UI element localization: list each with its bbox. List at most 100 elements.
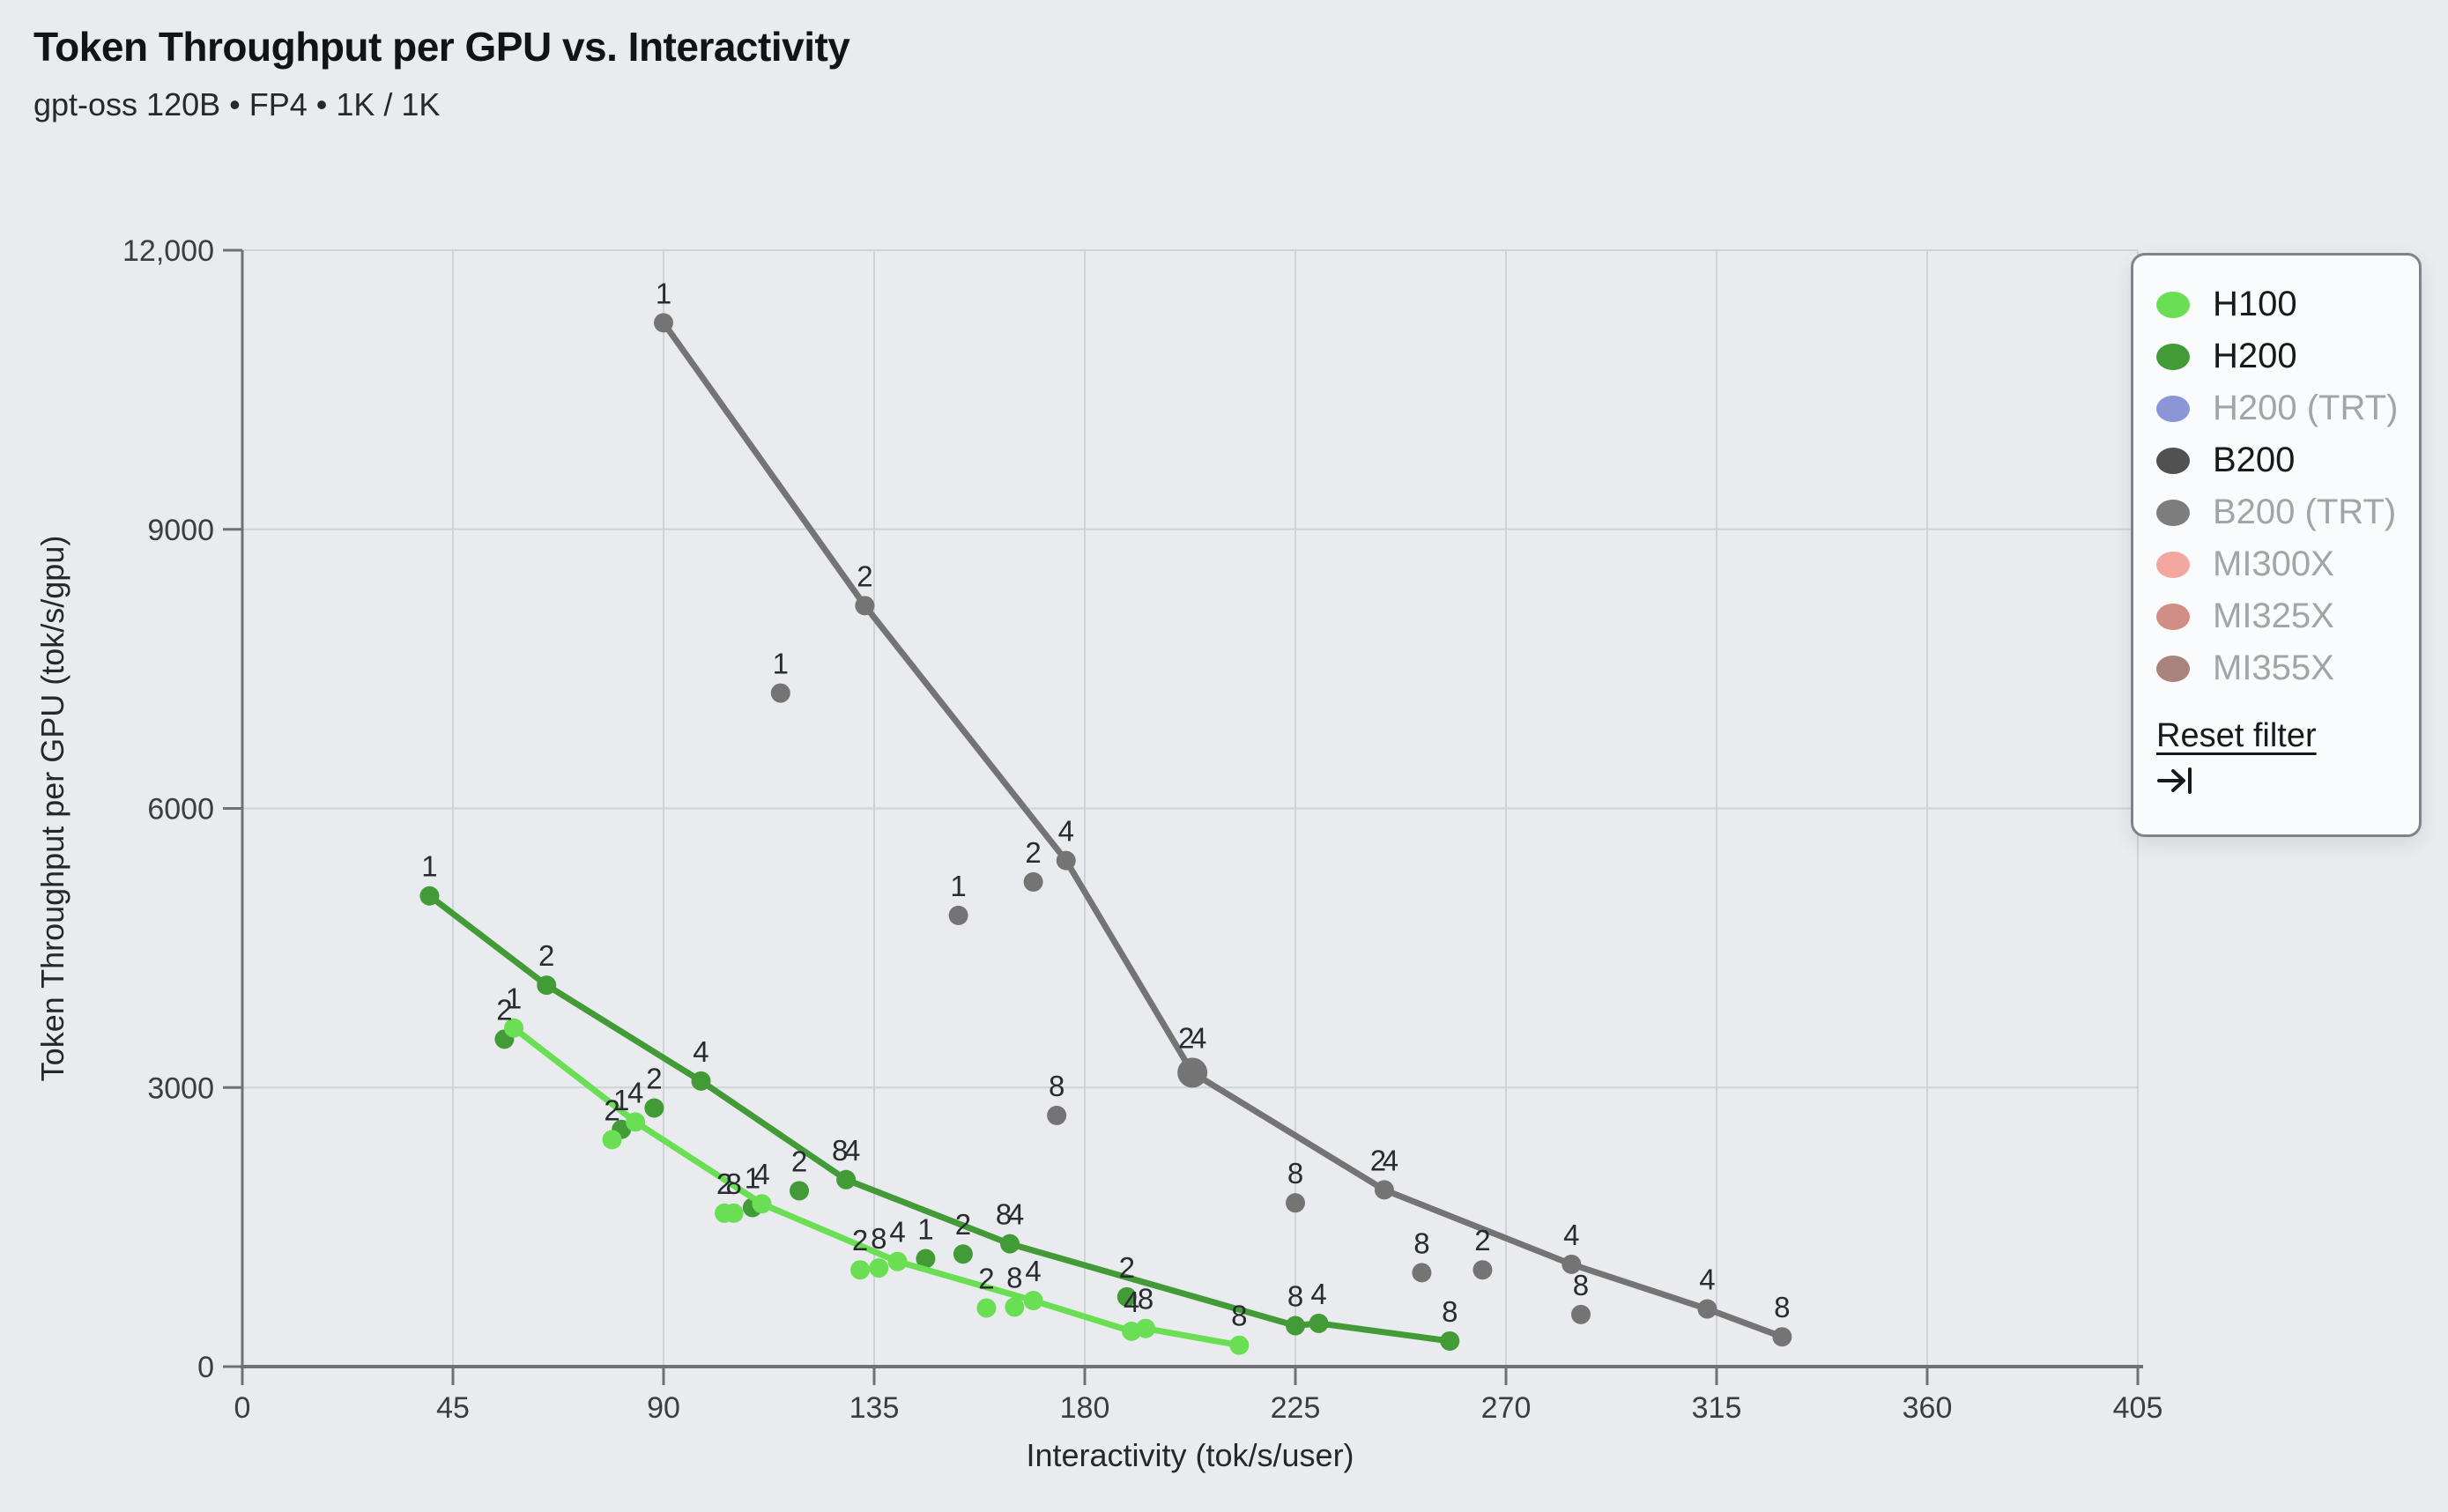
legend-item-mi355x[interactable]: MI355X (2156, 642, 2419, 694)
point-label: 1 (773, 648, 789, 680)
data-point[interactable] (691, 1071, 711, 1091)
legend-item-label: H100 (2213, 285, 2297, 323)
point-label: 1 (506, 982, 522, 1015)
svg-text:12,000: 12,000 (122, 234, 214, 268)
svg-text:225: 225 (1271, 1391, 1321, 1425)
legend-item-h100[interactable]: H100 (2156, 278, 2419, 330)
data-point[interactable] (1412, 1263, 1432, 1283)
legend-swatch-icon (2156, 447, 2190, 474)
data-point[interactable] (887, 1251, 908, 1271)
data-point[interactable] (1047, 1105, 1067, 1125)
svg-text:6000: 6000 (147, 793, 214, 826)
series-h100 (504, 1018, 1250, 1355)
data-point[interactable] (976, 1298, 997, 1318)
point-label: 8 (1049, 1070, 1065, 1102)
legend-item-label: H200 (TRT) (2213, 389, 2399, 427)
data-point[interactable] (1286, 1193, 1305, 1213)
data-point[interactable] (1005, 1297, 1025, 1317)
point-label: 2 (646, 1062, 662, 1094)
data-point[interactable] (1309, 1313, 1329, 1333)
data-point[interactable] (1023, 1291, 1043, 1311)
svg-text:9000: 9000 (147, 514, 214, 547)
data-point[interactable] (770, 683, 790, 703)
data-point[interactable] (419, 886, 440, 906)
data-point[interactable] (850, 1260, 871, 1280)
data-point[interactable] (654, 313, 673, 333)
point-label: 8 (832, 1134, 848, 1167)
data-point[interactable] (1374, 1180, 1394, 1200)
data-point[interactable] (1286, 1316, 1305, 1336)
data-point[interactable] (1697, 1299, 1717, 1319)
data-point[interactable] (948, 905, 968, 925)
legend-item-label: H200 (2213, 337, 2297, 375)
point-label: 2 (791, 1145, 807, 1177)
point-label: 8 (1413, 1227, 1429, 1259)
point-label: 4 (1563, 1219, 1579, 1251)
data-point[interactable] (1473, 1260, 1493, 1280)
data-point[interactable] (855, 596, 875, 616)
legend-swatch-icon (2156, 499, 2190, 526)
legend-item-h200[interactable]: H200 (2156, 330, 2419, 382)
legend-item-mi300x[interactable]: MI300X (2156, 538, 2419, 590)
point-label: 4 (1058, 815, 1074, 848)
point-label: 4 (1008, 1198, 1024, 1231)
point-label: 8 (725, 1167, 741, 1200)
legend-swatch-icon (2156, 291, 2190, 318)
data-point[interactable] (1562, 1254, 1582, 1274)
legend-swatch-icon (2156, 603, 2190, 630)
data-point[interactable] (1116, 1286, 1137, 1307)
data-point[interactable] (916, 1249, 936, 1269)
svg-text:45: 45 (436, 1391, 470, 1425)
legend-item-label: MI325X (2213, 597, 2334, 635)
data-point[interactable] (626, 1112, 646, 1132)
data-point[interactable] (1772, 1327, 1792, 1347)
point-label: 2 (1370, 1144, 1386, 1176)
reset-filter-icon[interactable] (2156, 764, 2197, 797)
point-label: 2 (1178, 1021, 1194, 1054)
svg-text:0: 0 (197, 1351, 214, 1384)
point-label: 4 (844, 1134, 860, 1167)
point-label: 8 (1287, 1280, 1303, 1313)
data-point[interactable] (1056, 850, 1076, 871)
legend-item-b200[interactable]: B200 (2156, 434, 2419, 486)
point-label: 1 (745, 1161, 760, 1194)
data-point[interactable] (1570, 1304, 1591, 1324)
point-label: 4 (1025, 1255, 1041, 1287)
data-point[interactable] (1229, 1335, 1250, 1355)
point-label: 1 (950, 870, 966, 902)
data-point[interactable] (504, 1018, 524, 1038)
point-label: 8 (871, 1222, 886, 1255)
x-axis-title: Interactivity (tok/s/user) (1026, 1437, 1354, 1473)
data-point[interactable] (537, 975, 557, 996)
point-label: 2 (1474, 1224, 1490, 1256)
data-point[interactable] (1177, 1057, 1208, 1088)
legend-item-h200-trt[interactable]: H200 (TRT) (2156, 382, 2419, 434)
legend-item-b200-trt[interactable]: B200 (TRT) (2156, 486, 2419, 538)
data-point[interactable] (953, 1244, 973, 1264)
page-subtitle: gpt-oss 120B • FP4 • 1K / 1K (33, 86, 441, 122)
data-point[interactable] (1136, 1318, 1156, 1338)
data-point[interactable] (602, 1130, 622, 1150)
point-label: 4 (1699, 1264, 1715, 1296)
data-point[interactable] (836, 1169, 857, 1190)
point-label: 4 (693, 1035, 708, 1068)
point-label: 2 (604, 1093, 619, 1126)
legend-swatch-icon (2156, 655, 2190, 682)
data-point[interactable] (869, 1258, 889, 1279)
reset-filter-link[interactable]: Reset filter (2156, 717, 2317, 754)
point-label: 4 (1310, 1278, 1326, 1310)
data-point[interactable] (752, 1194, 772, 1214)
data-point[interactable] (644, 1098, 664, 1118)
data-point[interactable] (1000, 1234, 1020, 1254)
data-point[interactable] (1440, 1330, 1460, 1351)
svg-text:270: 270 (1481, 1391, 1532, 1425)
legend-item-label: MI355X (2213, 649, 2334, 687)
point-label: 2 (955, 1208, 971, 1241)
data-point[interactable] (790, 1181, 810, 1201)
data-point[interactable] (1023, 871, 1043, 892)
data-point[interactable] (723, 1203, 744, 1223)
legend-item-mi325x[interactable]: MI325X (2156, 590, 2419, 642)
legend-items: H100 H200 H200 (TRT) B200 B200 (TRT) MI300X MI… (2156, 278, 2419, 694)
